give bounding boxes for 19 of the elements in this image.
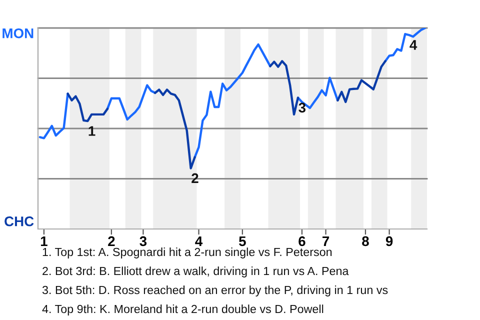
x-tick-label: 4 [195,236,203,246]
text: CHC [4,216,34,226]
x-tick-label: 7 [322,236,330,246]
annotation: 1 [88,126,96,136]
x-tick-label: 6 [298,236,306,246]
x-tick-label: 9 [386,236,393,246]
text: 4. Top 9th: K. Moreland hit a 2-run double vs D. Powell [42,304,324,316]
x-tick-label: 1 [40,236,48,246]
x-tick-label: 3 [140,236,147,246]
annotation: 2 [192,173,198,183]
text: 2. Bot 3rd: B. Elliott drew a walk, driving in 1 run vs A. Pena [42,266,349,278]
annotation: 4 [410,40,418,50]
text: 3. Bot 5th: D. Ross reached on an error by the P, driving in 1 run vs [42,286,388,296]
text: MON [2,28,34,38]
x-tick-label: 5 [238,236,246,246]
annotation: 3 [298,102,306,113]
x-tick-label: 8 [362,236,369,246]
text: 1. Top 1st: A. Spognardi hit a 2-run single vs F. Peterson [42,248,332,258]
x-tick-label: 2 [108,236,115,246]
